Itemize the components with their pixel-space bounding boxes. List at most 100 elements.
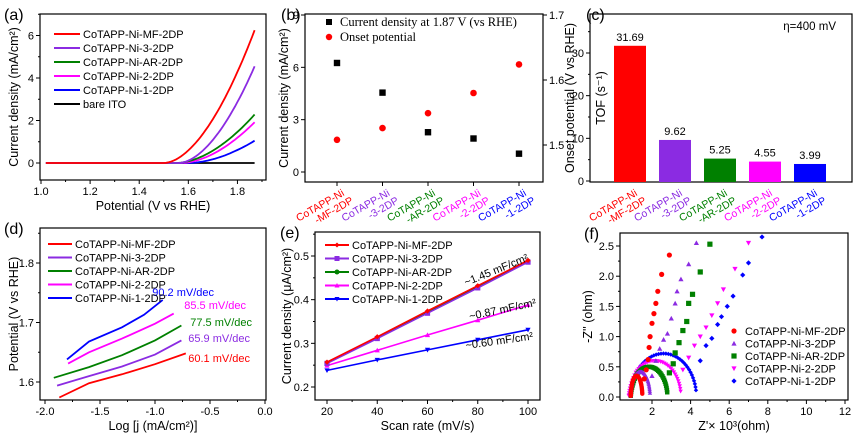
nyquist-point <box>643 367 649 373</box>
series-line <box>66 299 164 361</box>
data-point <box>374 357 380 363</box>
panel-f: 2 4 6 8 10 12 0.0 0.5 1.0 1.5 2.0 2.5 Z'× 10³(ohm) -Z… <box>581 226 851 433</box>
nyquist-point <box>646 381 651 386</box>
y-tick-label: 0.3 <box>294 338 309 350</box>
nyquist-point <box>720 287 727 293</box>
data-point <box>424 347 431 353</box>
legend-entry: CoTAPP-Ni-2-2DP <box>352 281 443 293</box>
panel-label: (b) <box>281 7 301 24</box>
nyquist-point <box>703 325 709 331</box>
data-point <box>525 302 531 307</box>
panel-label: (d) <box>4 221 24 238</box>
legend-entry: CoTAPP-Ni-1-2DP <box>83 85 174 97</box>
tafel-slope-label: 85.5 mV/dec <box>184 300 246 312</box>
nyquist-point <box>672 372 678 377</box>
x-tick-label: -0.5 <box>201 406 220 418</box>
nyquist-point <box>686 261 692 267</box>
data-point-current-density <box>470 135 477 142</box>
nyquist-point <box>697 358 703 364</box>
nyquist-point <box>645 356 651 363</box>
x-axis-label: Potential (V vs RHE) <box>96 199 211 213</box>
x-axis-label: Log [j (mA/cm²)] <box>109 419 198 433</box>
legend-entry: CoTAPP-Ni-3-2DP <box>75 253 166 265</box>
nyquist-point <box>663 351 669 356</box>
y-tick-label: 0.4 <box>294 295 309 307</box>
y-tick-label: 6 <box>28 31 34 43</box>
nyquist-point <box>677 357 683 362</box>
nyquist-point <box>697 334 703 340</box>
nyquist-point <box>672 350 678 356</box>
nyquist-point <box>703 343 709 349</box>
nyquist-point <box>691 343 698 349</box>
legend-entry: CoTAPP-Ni-3-2DP <box>352 254 443 266</box>
legend-entry: CoTAPP-Ni-AR-2DP <box>745 351 845 363</box>
nyquist-point <box>693 240 699 246</box>
nyquist-point <box>647 385 652 390</box>
tafel-slope-label: 90.2 mV/dec <box>152 287 214 299</box>
y-tick-label: 0.0 <box>599 392 614 404</box>
capacitance-annotation: ~0.60 mF/cm² <box>465 331 534 352</box>
y-tick-label: 0 <box>578 176 584 188</box>
x-tick-label: 40 <box>371 406 383 418</box>
nyquist-point <box>647 388 653 393</box>
tafel-slope-label: 60.1 mV/dec <box>188 353 250 365</box>
nyquist-point <box>680 367 686 373</box>
x-tick-label: 60 <box>421 406 433 418</box>
y-tick-label: 9 <box>293 10 299 22</box>
bar-value-label: 3.99 <box>799 150 820 162</box>
data-point-current-density <box>379 89 386 96</box>
nyquist-point <box>724 303 730 309</box>
data-point <box>525 257 531 263</box>
x-tick-label: 8 <box>765 406 771 418</box>
data-point <box>374 334 380 340</box>
nyquist-point <box>718 314 725 320</box>
x-tick-label: 1.8 <box>230 186 245 198</box>
y-axis-label: TOF (s⁻¹) <box>594 71 608 125</box>
y-tick-label: 1.8 <box>19 258 34 270</box>
tafel-slope-label: 65.9 mV/dec <box>188 333 250 345</box>
nyquist-point <box>732 266 738 272</box>
data-point <box>324 359 330 365</box>
x-tick-label: 4 <box>688 406 694 418</box>
panel-label: (a) <box>4 7 24 24</box>
nyquist-point <box>680 327 686 334</box>
capacitance-annotation: ~1.45 mF/cm² <box>463 252 531 289</box>
nyquist-point <box>697 269 703 275</box>
capacitance-annotation: ~0.87 mF/cm² <box>468 297 537 323</box>
y-right-tick-label: 1.7 <box>549 10 564 22</box>
y-axis-label: Current density (mA/cm²) <box>277 28 291 168</box>
plot-frame <box>39 227 267 401</box>
nyquist-point <box>693 384 698 390</box>
x-tick-label: 0.0 <box>257 406 272 418</box>
legend-marker <box>334 283 340 288</box>
nyquist-point <box>677 384 682 389</box>
legend-entry: CoTAPP-Ni-MF-2DP <box>83 29 184 41</box>
nyquist-point <box>662 361 667 366</box>
nyquist-point <box>646 344 652 351</box>
legend-entry: CoTAPP-Ni-AR-2DP <box>352 267 452 279</box>
nyquist-point <box>745 260 752 266</box>
nyquist-point <box>646 383 652 388</box>
nyquist-point <box>709 335 715 342</box>
x-tick-label: -1.5 <box>91 406 110 418</box>
nyquist-point <box>657 346 663 351</box>
x-tick-label: 1.0 <box>33 186 48 198</box>
nyquist-point <box>641 376 647 382</box>
nyquist-point <box>665 390 670 395</box>
nyquist-point <box>649 320 655 326</box>
y-tick-label: 30 <box>572 48 584 60</box>
nyquist-point <box>745 240 752 246</box>
y-right-axis-label: Onset potential (V vs RHE) <box>563 23 577 173</box>
nyquist-point <box>661 351 666 356</box>
legend-entry: Current density at 1.87 V (vs RHE) <box>340 15 517 29</box>
nyquist-point <box>740 272 746 278</box>
nyquist-point <box>640 391 645 396</box>
nyquist-point <box>707 241 713 247</box>
bar-value-label: 4.55 <box>754 148 775 160</box>
legend-entry: CoTAPP-Ni-1-2DP <box>352 294 443 306</box>
legend-marker <box>334 269 340 275</box>
x-tick-label: 6 <box>726 406 732 418</box>
legend-entry: CoTAPP-Ni-1-2DP <box>745 376 836 388</box>
data-point <box>475 337 481 343</box>
